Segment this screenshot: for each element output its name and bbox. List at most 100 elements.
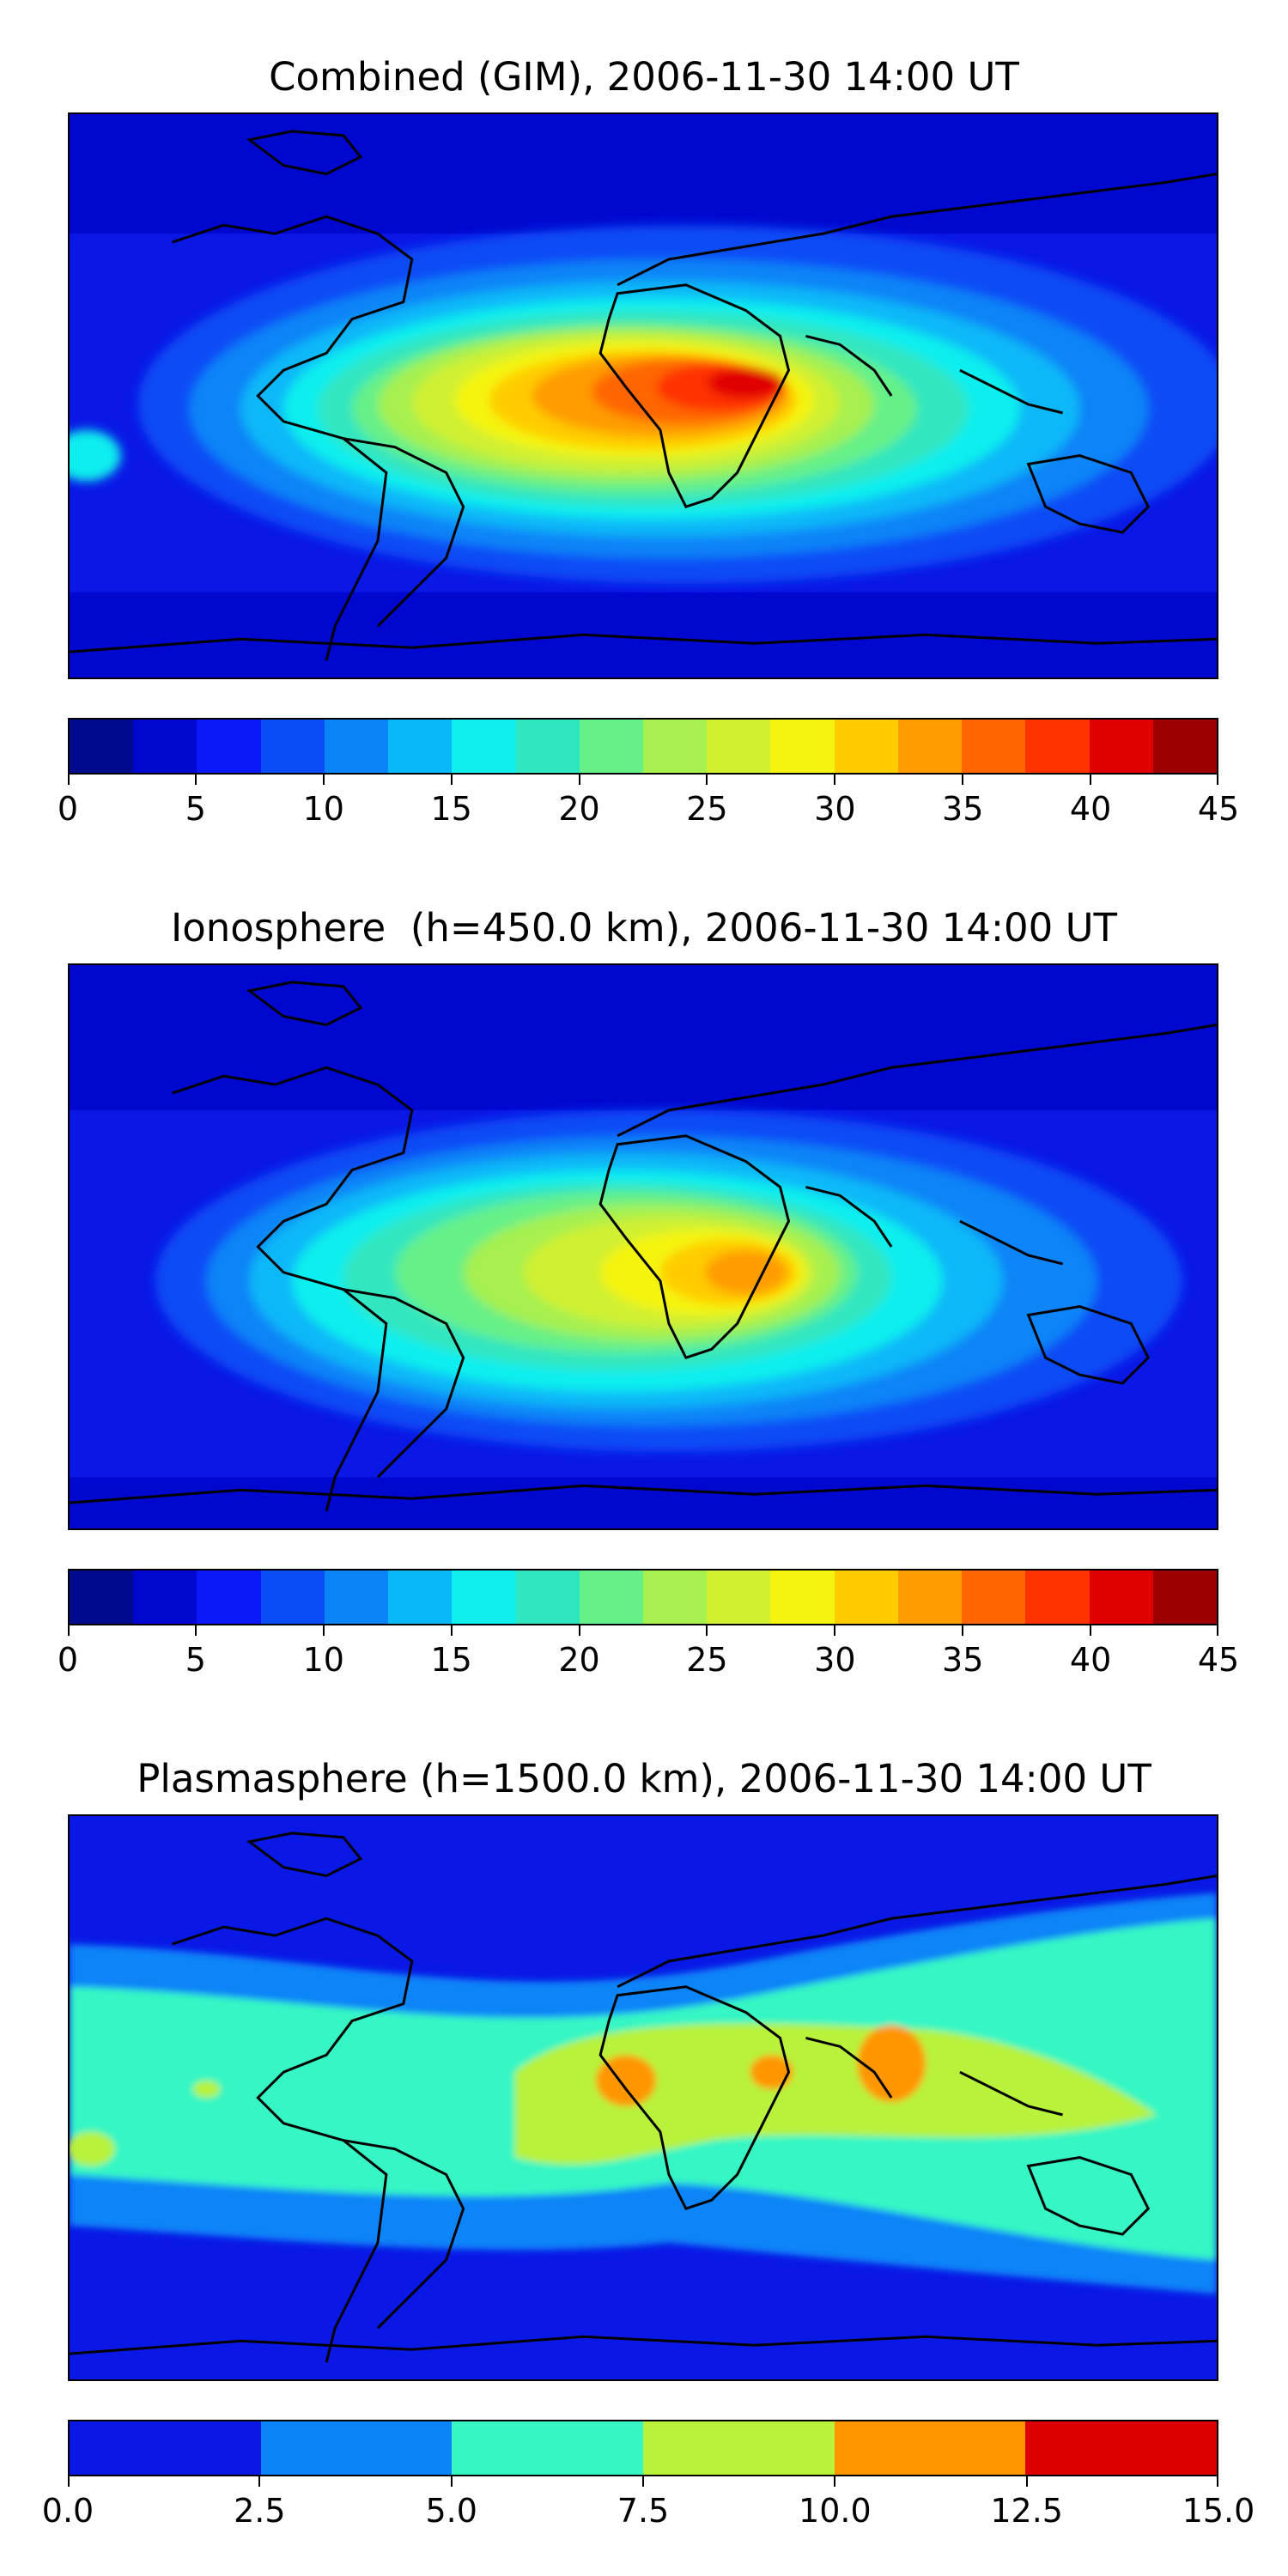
colorbar-segment <box>962 720 1026 773</box>
colorbar-tick <box>68 775 70 785</box>
map-plasmasphere <box>68 1814 1218 2381</box>
colorbar-segment <box>260 1571 325 1624</box>
colorbar-segment <box>1089 720 1153 773</box>
colorbar-tick <box>322 775 325 785</box>
colorbar-tick <box>1090 1625 1092 1636</box>
colorbar-tick-label: 15 <box>430 1641 472 1679</box>
colorbar-segment <box>897 1571 963 1624</box>
map-combined-svg <box>70 114 1217 677</box>
colorbar-tick <box>194 1625 197 1636</box>
colorbar-tick-label: 5.0 <box>425 2492 477 2530</box>
contour-7.5-small <box>192 2081 221 2098</box>
contour-10-redsea <box>750 2055 793 2090</box>
colorbar-tick-label: 12.5 <box>990 2492 1063 2530</box>
polar-band-north <box>70 965 1217 1110</box>
colorbar-segment <box>515 720 580 773</box>
contour-42 <box>707 368 785 398</box>
colorbar-ticks-combined: 0 5 10 15 20 25 30 35 40 45 <box>58 775 1239 828</box>
colorbar-tick-label: 30 <box>814 790 856 828</box>
colorbar-segment <box>260 720 325 773</box>
colorbar-tick-label: 20 <box>558 790 600 828</box>
colorbar-segment <box>197 1571 261 1624</box>
colorbar-tick <box>1217 1625 1218 1636</box>
colorbar-segment <box>70 2421 261 2475</box>
colorbar-tick-label: 25 <box>686 1641 728 1679</box>
colorbar-tick <box>642 2476 644 2487</box>
colorbar-combined <box>68 718 1218 775</box>
colorbar-segment <box>643 2421 835 2475</box>
colorbar-tick-label: 10 <box>302 790 344 828</box>
colorbar-segment <box>324 1571 389 1624</box>
map-ionosphere <box>68 963 1218 1530</box>
chart-title-ionosphere: Ionosphere (h=450.0 km), 2006-11-30 14:0… <box>170 905 1118 951</box>
colorbar-tick-label: 35 <box>942 790 984 828</box>
colorbar-segment <box>897 720 963 773</box>
colorbar-tick-label: 10.0 <box>799 2492 872 2530</box>
colorbar-ticks-plasmasphere: 0.0 2.5 5.0 7.5 10.0 12.5 15.0 <box>42 2476 1255 2530</box>
colorbar-segment <box>133 1571 197 1624</box>
colorbar-tick <box>834 775 836 785</box>
colorbar-tick-label: 45 <box>1197 1641 1240 1679</box>
colorbar-segment <box>133 720 197 773</box>
colorbar-tick-label: 30 <box>814 1641 856 1679</box>
colorbar-segment <box>770 720 835 773</box>
colorbar-tick-label: 0 <box>57 790 79 828</box>
colorbar-segment <box>452 2421 644 2475</box>
colorbar-tick-label: 45 <box>1197 790 1240 828</box>
colorbar-tick <box>706 775 708 785</box>
coastlines <box>70 1832 1217 2363</box>
colorbar-segment <box>1025 1571 1090 1624</box>
colorbar-tick-label: 0 <box>57 1641 79 1679</box>
colorbar-tick <box>1217 775 1218 785</box>
colorbar-ticks-ionosphere: 0 5 10 15 20 25 30 35 40 45 <box>58 1625 1239 1679</box>
polar-band-south <box>70 592 1217 677</box>
colorbar-tick <box>1025 2476 1028 2487</box>
colorbar-plasmasphere <box>68 2420 1218 2476</box>
coastlines <box>70 981 1217 1512</box>
contour-edge <box>70 429 121 482</box>
colorbar-ionosphere <box>68 1569 1218 1625</box>
colorbar-segment <box>1025 2421 1218 2475</box>
colorbar-tick-label: 15.0 <box>1182 2492 1255 2530</box>
map-combined <box>68 112 1218 679</box>
colorbar-segment <box>1089 1571 1153 1624</box>
colorbar-tick <box>578 775 580 785</box>
colorbar-tick <box>68 1625 70 1636</box>
polar-band-north <box>70 114 1217 234</box>
colorbar-tick <box>1090 775 1092 785</box>
colorbar-segment <box>642 720 708 773</box>
colorbar-tick <box>258 2476 261 2487</box>
colorbar-segment <box>707 1571 771 1624</box>
colorbar-segment <box>1152 720 1217 773</box>
colorbar-tick <box>834 2476 836 2487</box>
colorbar-tick-label: 7.5 <box>617 2492 670 2530</box>
colorbar-tick-label: 40 <box>1069 790 1112 828</box>
colorbar-tick <box>450 775 453 785</box>
colorbar-segment <box>70 720 134 773</box>
colorbar-segment <box>388 720 453 773</box>
colorbar-tick-label: 5 <box>185 790 206 828</box>
colorbar-segment <box>962 1571 1026 1624</box>
colorbar-tick-label: 10 <box>302 1641 344 1679</box>
colorbar-segment <box>260 2421 453 2475</box>
colorbar-segment <box>388 1571 453 1624</box>
colorbar-tick-label: 5 <box>185 1641 206 1679</box>
colorbar-tick <box>962 775 964 785</box>
contour-35 <box>704 1249 787 1295</box>
contour-7.5-edge <box>70 2131 115 2166</box>
contour-7.5 <box>514 2023 1157 2165</box>
colorbar-tick-label: 15 <box>430 790 472 828</box>
map-ionosphere-svg <box>70 965 1217 1528</box>
colorbar-tick-label: 35 <box>942 1641 984 1679</box>
map-plasmasphere-svg <box>70 1832 1217 2363</box>
colorbar-segment <box>834 1571 898 1624</box>
colorbar-segment <box>70 1571 134 1624</box>
coastlines <box>70 130 1217 661</box>
contour-10-india <box>857 2025 927 2102</box>
colorbar-segment <box>324 720 389 773</box>
colorbar-tick-label: 2.5 <box>234 2492 286 2530</box>
colorbar-segment <box>452 1571 516 1624</box>
colorbar-segment <box>1025 720 1090 773</box>
chart-title-combined: Combined (GIM), 2006-11-30 14:00 UT <box>269 54 1019 100</box>
colorbar-segment <box>834 720 898 773</box>
